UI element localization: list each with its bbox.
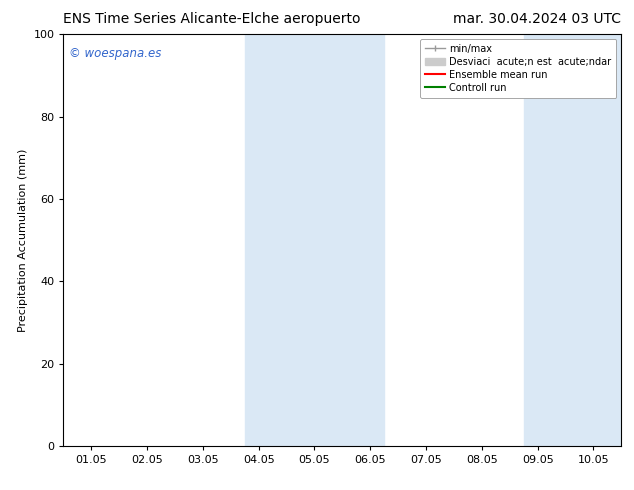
Bar [524, 34, 621, 446]
Y-axis label: Precipitation Accumulation (mm): Precipitation Accumulation (mm) [18, 148, 28, 332]
Bar [245, 34, 384, 446]
Text: © woespana.es: © woespana.es [69, 47, 162, 60]
Text: mar. 30.04.2024 03 UTC: mar. 30.04.2024 03 UTC [453, 12, 621, 26]
Legend: min/max, Desviaci  acute;n est  acute;ndar, Ensemble mean run, Controll run: min/max, Desviaci acute;n est acute;ndar… [420, 39, 616, 98]
Text: ENS Time Series Alicante-Elche aeropuerto: ENS Time Series Alicante-Elche aeropuert… [63, 12, 361, 26]
